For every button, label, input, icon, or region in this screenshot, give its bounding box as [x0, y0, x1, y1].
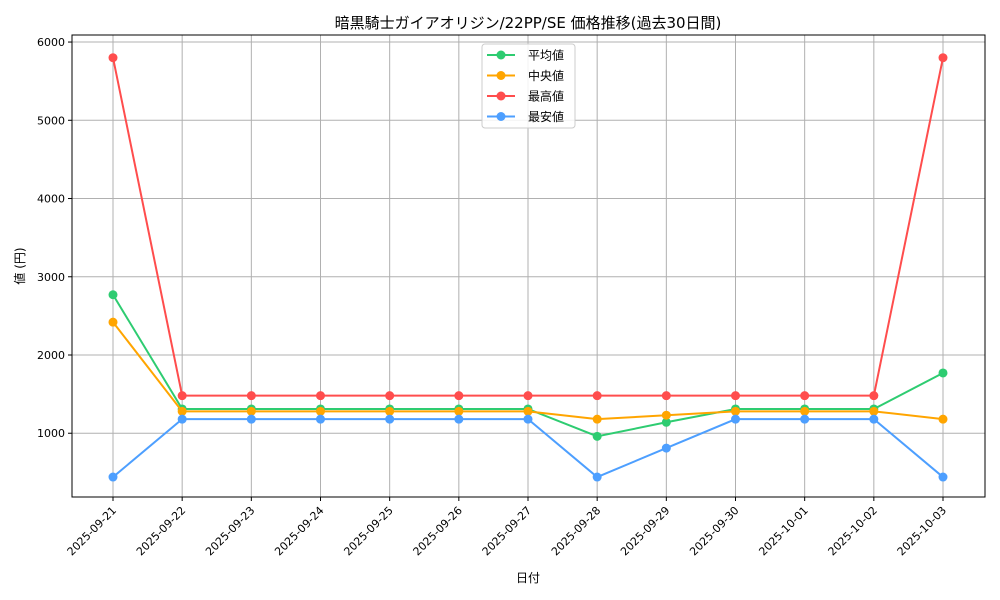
y-tick-label: 2000	[37, 349, 65, 362]
data-point	[731, 414, 740, 424]
data-point	[731, 406, 740, 416]
data-point	[523, 406, 533, 416]
data-point	[938, 53, 948, 63]
data-point	[800, 414, 810, 424]
x-tick-label: 2025-09-23	[203, 504, 257, 558]
legend-label: 平均値	[528, 48, 564, 63]
y-tick-label: 5000	[37, 114, 65, 127]
data-point	[454, 391, 464, 401]
y-axis-label: 値 (円)	[12, 247, 27, 284]
data-point	[661, 391, 671, 401]
data-point	[869, 406, 879, 416]
data-point	[938, 414, 948, 424]
data-point	[108, 53, 118, 63]
legend-box	[481, 43, 576, 129]
legend-marker	[496, 91, 506, 101]
x-tick-label: 2025-09-22	[134, 504, 188, 558]
data-point	[592, 431, 602, 441]
data-point	[385, 406, 395, 416]
legend-label: 最高値	[528, 89, 564, 104]
y-tick-label: 4000	[37, 193, 65, 206]
x-tick-label: 2025-10-02	[826, 504, 880, 558]
x-axis-label: 日付	[516, 571, 540, 585]
data-point	[316, 391, 325, 401]
data-point	[246, 414, 256, 424]
data-point	[316, 406, 325, 416]
data-point	[592, 414, 602, 424]
data-point	[454, 414, 464, 424]
data-point	[661, 443, 671, 453]
data-point	[177, 391, 187, 401]
data-point	[177, 414, 187, 424]
legend-label: 最安値	[528, 109, 564, 124]
data-point	[177, 406, 187, 416]
data-point	[108, 317, 118, 327]
x-tick-label: 2025-09-26	[411, 504, 465, 558]
data-point	[938, 368, 948, 378]
data-point	[108, 472, 118, 482]
x-tick-label: 2025-09-27	[480, 504, 534, 558]
series-1	[108, 317, 948, 424]
legend-marker	[496, 50, 506, 60]
data-point	[523, 414, 533, 424]
y-tick-label: 1000	[37, 427, 65, 440]
legend-label: 中央値	[528, 68, 564, 83]
data-point	[523, 391, 533, 401]
data-point	[592, 472, 602, 482]
data-point	[800, 391, 810, 401]
data-point	[869, 414, 879, 424]
data-point	[108, 290, 118, 300]
y-tick-label: 6000	[37, 36, 65, 49]
data-point	[661, 417, 671, 427]
data-point	[869, 391, 879, 401]
chart-title: 暗黒騎士ガイアオリジン/22PP/SE 価格推移(過去30日間)	[335, 14, 722, 32]
x-tick-label: 2025-10-03	[895, 504, 949, 558]
data-point	[731, 391, 740, 401]
x-tick-label: 2025-09-25	[341, 504, 395, 558]
y-tick-label: 3000	[37, 271, 65, 284]
data-point	[592, 391, 602, 401]
data-point	[316, 414, 325, 424]
legend-marker	[496, 112, 506, 121]
series-3	[108, 414, 948, 482]
data-point	[661, 410, 671, 420]
series-2	[108, 53, 948, 401]
x-tick-label: 2025-09-29	[618, 504, 672, 558]
data-point	[385, 414, 395, 424]
data-point	[246, 406, 256, 416]
x-tick-label: 2025-09-21	[65, 504, 119, 558]
x-tick-label: 2025-09-28	[549, 504, 603, 558]
x-tick-label: 2025-10-01	[756, 504, 810, 558]
series-group	[108, 53, 948, 482]
legend-marker	[496, 71, 506, 80]
x-tick-label: 2025-09-30	[687, 504, 741, 558]
data-point	[385, 391, 395, 401]
data-point	[454, 406, 464, 416]
data-point	[800, 406, 810, 416]
data-point	[246, 391, 256, 401]
data-point	[938, 472, 948, 482]
x-tick-label: 2025-09-24	[272, 504, 326, 558]
